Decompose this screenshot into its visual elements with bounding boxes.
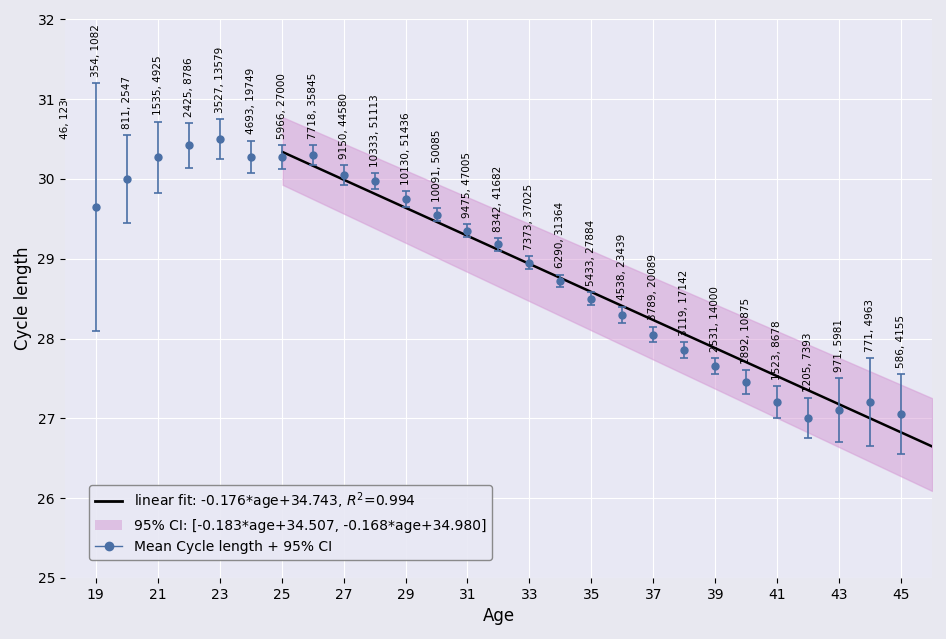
Text: 4538, 23439: 4538, 23439: [618, 234, 627, 300]
Text: 3789, 20089: 3789, 20089: [648, 254, 658, 320]
Text: 10091, 50085: 10091, 50085: [431, 130, 442, 202]
Text: 1892, 10875: 1892, 10875: [742, 298, 751, 364]
Text: 354, 1082: 354, 1082: [91, 24, 101, 77]
Text: 9150, 44580: 9150, 44580: [339, 93, 348, 159]
Text: 5966, 27000: 5966, 27000: [276, 73, 287, 139]
Text: 4693, 19749: 4693, 19749: [246, 68, 255, 134]
Legend: linear fit: -0.176*age+34.743, $R^2$=0.994, 95% CI: [-0.183*age+34.507, -0.168*a: linear fit: -0.176*age+34.743, $R^2$=0.9…: [89, 485, 492, 560]
Text: 3527, 13579: 3527, 13579: [215, 47, 224, 112]
Text: 7373, 37025: 7373, 37025: [524, 184, 534, 250]
Text: 8342, 41682: 8342, 41682: [494, 166, 503, 231]
Text: 2425, 8786: 2425, 8786: [184, 57, 194, 117]
Text: 46, 123: 46, 123: [60, 99, 70, 139]
X-axis label: Age: Age: [482, 607, 515, 625]
Text: 771, 4963: 771, 4963: [866, 299, 875, 352]
Text: 971, 5981: 971, 5981: [834, 319, 844, 372]
Text: 6290, 31364: 6290, 31364: [555, 202, 566, 268]
Text: 5433, 27884: 5433, 27884: [587, 220, 596, 286]
Text: 2531, 14000: 2531, 14000: [710, 286, 720, 352]
Text: 1535, 4925: 1535, 4925: [152, 56, 163, 115]
Text: 7718, 35845: 7718, 35845: [307, 73, 318, 139]
Text: 1205, 7393: 1205, 7393: [803, 332, 814, 392]
Y-axis label: Cycle length: Cycle length: [14, 247, 32, 350]
Text: 586, 4155: 586, 4155: [896, 315, 906, 368]
Text: 811, 2547: 811, 2547: [122, 75, 131, 128]
Text: 3119, 17142: 3119, 17142: [679, 270, 690, 336]
Text: 10130, 51436: 10130, 51436: [400, 112, 411, 185]
Text: 10333, 51113: 10333, 51113: [370, 94, 379, 167]
Text: 9475, 47005: 9475, 47005: [463, 152, 472, 218]
Text: 1523, 8678: 1523, 8678: [772, 320, 782, 380]
